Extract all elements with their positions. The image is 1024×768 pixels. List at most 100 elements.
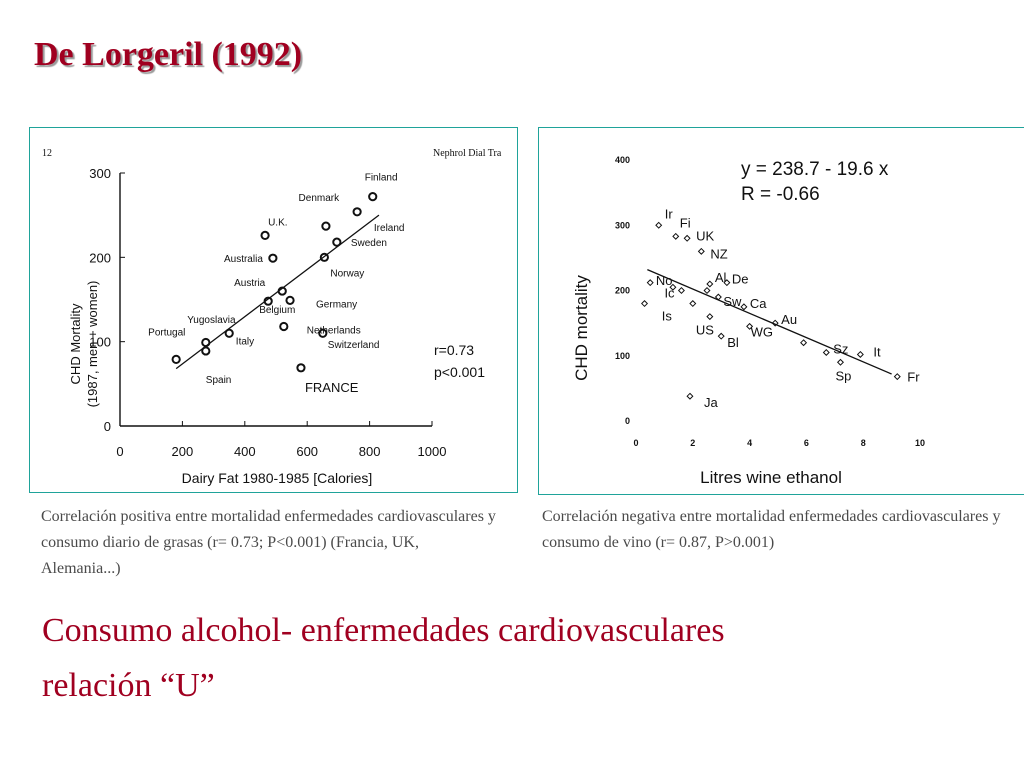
point-label: Sz <box>833 341 848 356</box>
point-label: Ja <box>704 395 719 410</box>
point-label: Ic <box>664 286 675 301</box>
y-axis-label-line2: (1987, men + women) <box>85 281 100 408</box>
data-point <box>263 296 273 306</box>
correlation-r: R = -0.66 <box>741 184 820 205</box>
data-point <box>201 346 211 356</box>
data-point <box>706 280 714 288</box>
point-label: Spain <box>206 375 232 386</box>
x-tick-label: 4 <box>747 438 752 448</box>
point-label: Finland <box>365 173 398 184</box>
point-label: It <box>873 344 881 359</box>
caption-left: Correlación positiva entre mortalidad en… <box>41 508 496 577</box>
data-point <box>352 207 362 217</box>
data-point <box>672 232 680 240</box>
x-tick-label: 200 <box>172 444 194 459</box>
point-label: No <box>656 273 673 288</box>
data-point <box>260 230 270 241</box>
y-tick-label: 0 <box>104 419 111 434</box>
correlation-p: p<0.001 <box>434 364 485 380</box>
x-tick-label: 0 <box>633 438 638 448</box>
data-point <box>836 358 844 366</box>
data-point <box>285 295 295 305</box>
x-axis-label: Litres wine ethanol <box>700 468 842 487</box>
x-tick-label: 1000 <box>418 444 447 459</box>
data-point <box>655 221 663 229</box>
point-label: Yugoslavia <box>187 315 236 326</box>
data-point <box>368 192 378 202</box>
point-label: Switzerland <box>328 340 380 351</box>
data-point <box>771 319 779 327</box>
journal-name: Nephrol Dial Tra <box>433 148 502 159</box>
point-label: Australia <box>224 254 263 265</box>
dairy-fat-chart-panel: 12 Nephrol Dial Tra 0 200 400 600 800 1000 0 10… <box>29 127 518 493</box>
x-tick-label: 800 <box>359 444 381 459</box>
data-point <box>800 339 808 347</box>
data-point <box>822 348 830 356</box>
y-tick-label: 0 <box>625 416 630 426</box>
point-label: Austria <box>234 278 266 289</box>
point-label: De <box>732 272 749 287</box>
y-axis-label: CHD mortality <box>572 275 591 381</box>
data-point <box>669 283 677 291</box>
data-point <box>224 328 234 338</box>
data-point <box>296 363 306 373</box>
data-point <box>686 392 694 400</box>
y-tick-label: 200 <box>615 286 630 296</box>
point-label: Sw <box>723 294 742 309</box>
point-label: Denmark <box>299 193 341 204</box>
data-point <box>268 253 278 263</box>
data-point <box>332 237 342 247</box>
y-tick-label: 200 <box>89 250 111 265</box>
x-tick-label: 600 <box>296 444 318 459</box>
x-tick-label: 6 <box>804 438 809 448</box>
data-point <box>893 373 901 381</box>
data-point <box>740 303 748 311</box>
point-label: Portugal <box>148 327 185 338</box>
point-label: Italy <box>236 337 254 348</box>
page-number: 12 <box>42 148 52 159</box>
point-label: Is <box>662 309 673 324</box>
x-y-axes <box>119 172 433 427</box>
x-tick-label: 10 <box>915 438 925 448</box>
x-tick-label: 400 <box>234 444 256 459</box>
x-tick-label: 2 <box>690 438 695 448</box>
point-label: Germany <box>316 299 357 310</box>
data-point <box>319 252 329 262</box>
data-point <box>279 321 289 332</box>
point-label: Ireland <box>374 223 405 234</box>
y-tick-label: 300 <box>89 166 111 181</box>
point-label: Al <box>715 270 727 285</box>
data-point <box>723 279 731 287</box>
point-label: Netherlands <box>307 325 361 336</box>
y-axis-label: CHD Mortality <box>68 303 83 384</box>
point-label: Bl <box>727 335 739 350</box>
dairy-fat-scatter-chart: 12 Nephrol Dial Tra 0 200 400 600 800 1000 0 10… <box>42 148 502 486</box>
data-point <box>321 221 331 231</box>
point-label: Sweden <box>351 238 387 249</box>
y-tick-label: 100 <box>89 335 111 350</box>
point-label: Ir <box>665 206 674 221</box>
point-label: US <box>696 323 714 338</box>
correlation-r: r=0.73 <box>434 342 474 358</box>
point-label: FRANCE <box>305 380 359 395</box>
y-tick-label: 300 <box>615 220 630 230</box>
regression-equation: y = 238.7 - 19.6 x <box>741 159 889 180</box>
point-label: Fi <box>680 215 691 230</box>
y-tick-label: 400 <box>615 155 630 165</box>
data-point <box>697 247 705 255</box>
point-label: Sp <box>835 368 851 383</box>
data-point <box>277 286 287 296</box>
data-point <box>706 313 714 321</box>
x-tick-label: 8 <box>861 438 866 448</box>
point-label: U.K. <box>268 217 287 228</box>
data-point <box>714 293 722 301</box>
data-point <box>703 286 711 295</box>
caption-right: Correlación negativa entre mortalidad en… <box>542 508 1001 551</box>
data-point <box>683 234 691 242</box>
tick-labels: 0 200 400 600 800 1000 0 100 200 300 <box>89 166 446 459</box>
point-label: Fr <box>907 370 920 385</box>
data-point <box>856 350 864 358</box>
